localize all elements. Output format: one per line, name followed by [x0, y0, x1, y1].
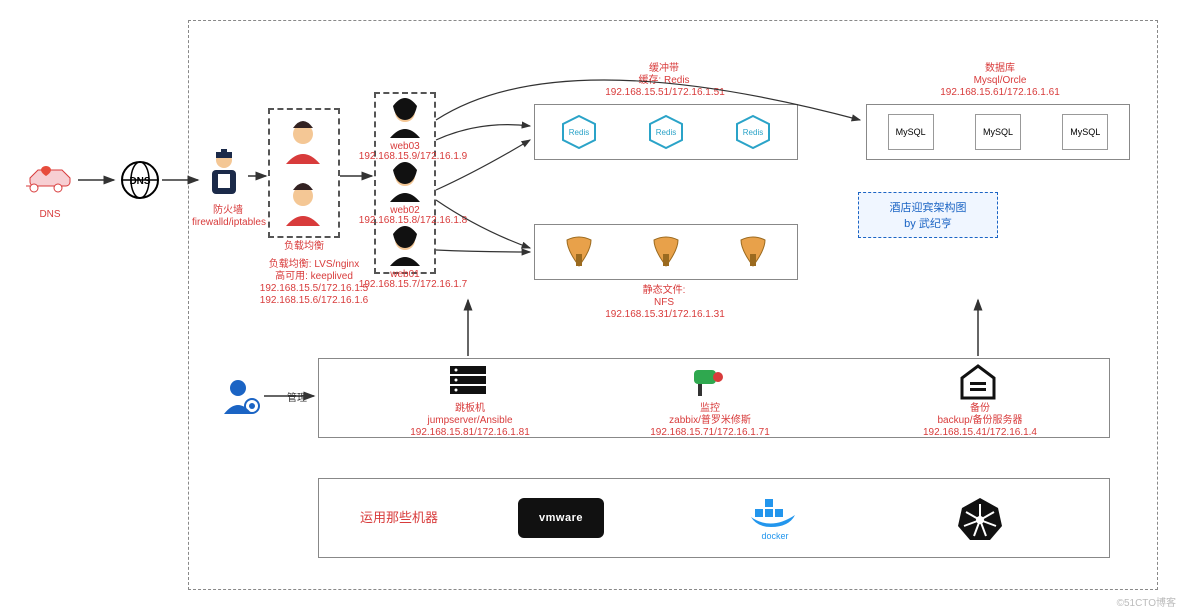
monitor-icon	[688, 364, 732, 400]
svg-text:Redis: Redis	[743, 128, 763, 137]
diagram-title: 酒店迎宾架构图 by 武纪亨	[858, 192, 998, 238]
title-line2: by 武纪亨	[869, 215, 987, 231]
docker-icon: docker	[740, 492, 810, 544]
mysql-icon: MySQL	[1062, 114, 1108, 150]
vmware-icon: vmware	[518, 498, 604, 538]
redis-icon: Redis	[733, 112, 773, 152]
svg-text:DNS: DNS	[129, 176, 150, 187]
web03-icon	[380, 96, 430, 140]
nfs-ip: 192.168.15.31/172.16.1.31	[590, 308, 740, 321]
nfs-icon	[735, 234, 771, 270]
redis-icon: Redis	[559, 112, 599, 152]
monitor-ip: 192.168.15.71/172.16.1.71	[630, 426, 790, 439]
dns-label: DNS	[30, 208, 70, 221]
jump-ip: 192.168.15.81/172.16.1.81	[390, 426, 550, 439]
machines-label: 运用那些机器	[344, 510, 454, 527]
nfs-icon	[648, 234, 684, 270]
jumpserver-icon	[444, 362, 492, 402]
backup-icon	[958, 362, 998, 402]
dns-icon: DNS	[118, 158, 162, 202]
svg-text:Redis: Redis	[568, 128, 588, 137]
admin-icon	[222, 376, 262, 416]
web02-icon	[380, 160, 430, 204]
lb-line1: 负载均衡	[278, 240, 330, 253]
svg-text:Redis: Redis	[656, 128, 676, 137]
redis-box: Redis Redis Redis	[534, 104, 798, 160]
mysql-icon: MySQL	[888, 114, 934, 150]
nfs-box	[534, 224, 798, 280]
mysql-icon: MySQL	[975, 114, 1021, 150]
kubernetes-icon	[956, 494, 1004, 542]
lb-person-2	[278, 178, 328, 228]
client-icon	[16, 158, 76, 198]
web01-icon	[380, 224, 430, 268]
mgmt-label: 管理	[282, 392, 312, 405]
db-ip: 192.168.15.61/172.16.1.61	[920, 86, 1080, 99]
backup-ip: 192.168.15.41/172.16.1.4	[900, 426, 1060, 439]
lb-line6: 192.168.15.6/172.16.1.6	[244, 294, 384, 307]
title-line1: 酒店迎宾架构图	[869, 199, 987, 215]
firewall-line2: firewalld/iptables	[184, 216, 274, 229]
web01-ip: 192.168.15.7/172.16.1.7	[348, 278, 478, 291]
watermark: ©51CTO博客	[1117, 594, 1176, 609]
redis-ip: 192.168.15.51/172.16.1.51	[590, 86, 740, 99]
db-box: MySQL MySQL MySQL	[866, 104, 1130, 160]
firewall-icon	[202, 148, 246, 202]
redis-icon: Redis	[646, 112, 686, 152]
nfs-icon	[561, 234, 597, 270]
lb-person-1	[278, 116, 328, 166]
